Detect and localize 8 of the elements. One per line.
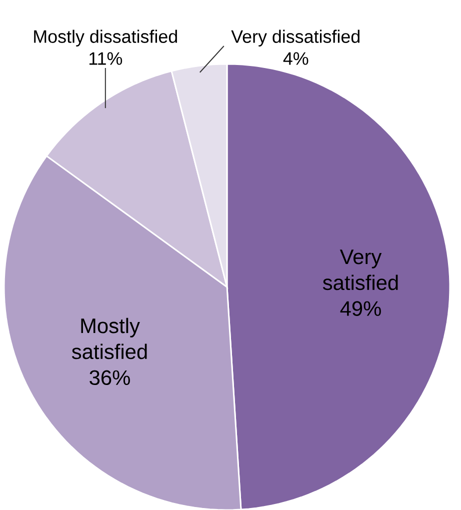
data-label: 49% <box>340 301 381 316</box>
slice-label: Mostly satisfied <box>72 318 147 360</box>
data-label: 11% <box>89 52 122 65</box>
data-label: 36% <box>90 370 130 386</box>
slice-label: Mostly dissatisfied <box>34 30 177 46</box>
slice-label: Very dissatisfied <box>231 30 360 46</box>
slice-label: Very satisfied <box>322 250 398 290</box>
data-label: 4% <box>283 52 308 65</box>
